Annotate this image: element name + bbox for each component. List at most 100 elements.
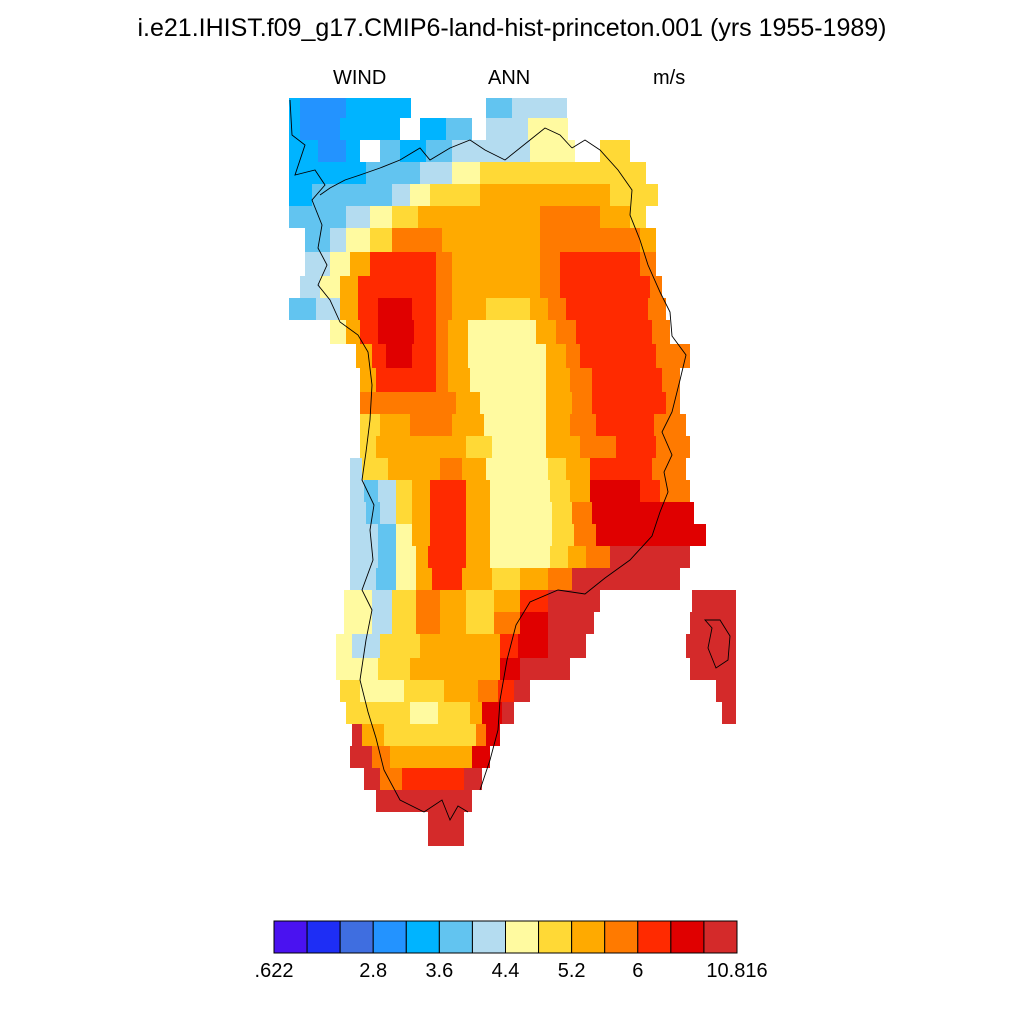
wind-cell [472, 746, 490, 768]
wind-cell [400, 436, 430, 458]
wind-cell [289, 298, 316, 320]
wind-cell [378, 320, 414, 344]
wind-cell [316, 298, 340, 320]
wind-cell [372, 590, 392, 612]
wind-cell [452, 140, 478, 162]
wind-cell [432, 568, 462, 590]
wind-cell [340, 680, 360, 702]
wind-cell [462, 458, 486, 480]
wind-cell [300, 118, 340, 140]
wind-cell [660, 524, 706, 546]
wind-cell [412, 502, 430, 524]
wind-cell [592, 392, 666, 414]
wind-cell [466, 502, 490, 524]
wind-cell [420, 118, 446, 140]
wind-cell [452, 252, 470, 276]
wind-cell [452, 162, 480, 184]
wind-cell [366, 162, 392, 184]
wind-cell [420, 162, 452, 184]
wind-cell [410, 414, 430, 436]
wind-cell [624, 276, 650, 298]
colorbar-box [571, 920, 606, 954]
wind-cell [410, 702, 438, 724]
wind-cell [416, 612, 440, 634]
wind-cell [360, 368, 376, 392]
wind-cell [716, 680, 736, 702]
wind-cell [656, 344, 676, 368]
wind-cell [378, 298, 412, 320]
wind-cell [580, 436, 616, 458]
colorbar-box [438, 920, 473, 954]
wind-cell [370, 228, 392, 252]
wind-cell [640, 546, 690, 568]
wind-cell [352, 724, 362, 746]
wind-cell [520, 658, 570, 680]
wind-cell [289, 140, 318, 162]
coastline-east [479, 139, 687, 791]
wind-cell [470, 252, 540, 276]
wind-cell [466, 590, 494, 612]
wind-cell [436, 344, 448, 368]
wind-cell [356, 344, 372, 368]
wind-cell [478, 680, 498, 702]
wind-cell [392, 228, 442, 252]
wind-cell [410, 184, 430, 206]
wind-cell [376, 368, 436, 392]
wind-cell [572, 568, 680, 590]
wind-cell [318, 140, 346, 162]
wind-cell [590, 458, 620, 480]
wind-cell [650, 502, 694, 524]
wind-cell [666, 392, 680, 414]
wind-cell [380, 140, 400, 162]
wind-cell [648, 298, 666, 320]
wind-cell [470, 634, 500, 658]
colorbar-box [405, 920, 440, 954]
wind-cell [366, 98, 411, 118]
wind-cell [402, 768, 420, 790]
wind-cell [330, 228, 346, 252]
wind-cell [289, 184, 312, 206]
wind-cell [350, 746, 372, 768]
wind-cell [312, 184, 366, 206]
season-label: ANN [488, 67, 531, 89]
wind-cell [396, 546, 416, 568]
wind-cell [646, 184, 658, 206]
wind-cell [548, 634, 586, 658]
wind-cell [552, 524, 574, 546]
wind-cell [676, 344, 690, 368]
wind-cell [436, 276, 452, 298]
wind-cell [470, 228, 540, 252]
wind-cell [428, 546, 466, 568]
wind-cell [436, 252, 452, 276]
wind-cell [376, 436, 400, 458]
wind-cell [360, 436, 376, 458]
wind-cell [480, 162, 575, 184]
wind-cell [366, 118, 400, 140]
wind-cell [346, 320, 360, 344]
colorbar-box [306, 920, 341, 954]
colorbar-label: 2.8 [359, 960, 388, 982]
wind-cell [392, 612, 416, 634]
colorbar-label: 10.816 [706, 960, 768, 982]
wind-cell [452, 276, 540, 298]
wind-cell [498, 680, 514, 702]
wind-cell [548, 568, 572, 590]
coastline-west [289, 99, 469, 822]
wind-cell [376, 392, 436, 414]
wind-cell [570, 368, 592, 392]
wind-cell [550, 546, 568, 568]
wind-cell [300, 276, 320, 298]
wind-cell [654, 414, 686, 436]
wind-cell [420, 768, 464, 790]
wind-cell [430, 436, 466, 458]
wind-cell [440, 458, 462, 480]
wind-cell [350, 546, 378, 568]
wind-cell [572, 502, 592, 524]
wind-cell [600, 206, 630, 228]
wind-cell [300, 98, 346, 118]
wind-cell [452, 414, 484, 436]
wind-cell [360, 392, 376, 414]
wind-cell [430, 524, 466, 546]
wind-cell [596, 524, 660, 546]
wind-cell [378, 658, 410, 680]
